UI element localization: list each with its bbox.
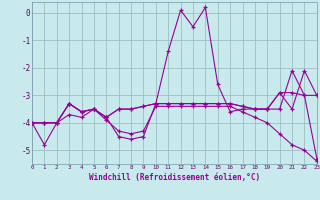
X-axis label: Windchill (Refroidissement éolien,°C): Windchill (Refroidissement éolien,°C) xyxy=(89,173,260,182)
